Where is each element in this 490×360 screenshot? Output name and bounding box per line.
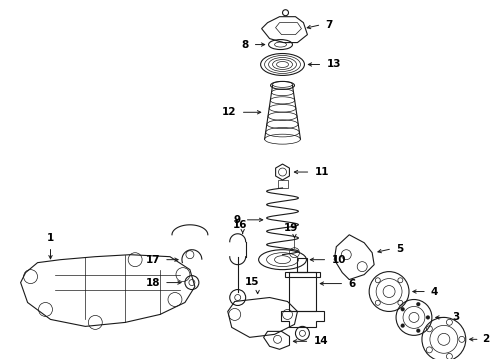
Text: 17: 17 [146, 255, 160, 265]
Circle shape [416, 302, 420, 306]
Text: 1: 1 [47, 233, 54, 243]
Text: 16: 16 [232, 220, 247, 230]
Text: 19: 19 [284, 223, 299, 233]
Text: 12: 12 [222, 107, 237, 117]
Bar [289, 272, 317, 311]
Bar [297, 258, 307, 272]
Text: 10: 10 [331, 255, 346, 265]
Text: 2: 2 [482, 334, 489, 344]
Text: 3: 3 [452, 312, 459, 323]
Text: 18: 18 [146, 278, 160, 288]
Bar [277, 180, 288, 188]
Text: 14: 14 [314, 336, 328, 346]
Text: 7: 7 [325, 20, 333, 30]
Bar [285, 272, 320, 276]
Text: 6: 6 [348, 279, 356, 289]
Text: 4: 4 [431, 287, 438, 297]
Text: 9: 9 [234, 215, 241, 225]
Text: 13: 13 [326, 59, 341, 69]
Text: 11: 11 [315, 167, 329, 177]
Text: 15: 15 [245, 276, 259, 287]
Circle shape [401, 307, 405, 311]
Circle shape [401, 324, 405, 328]
Text: 8: 8 [242, 40, 248, 50]
Circle shape [416, 329, 420, 333]
Text: 5: 5 [396, 244, 403, 254]
Circle shape [426, 315, 430, 319]
